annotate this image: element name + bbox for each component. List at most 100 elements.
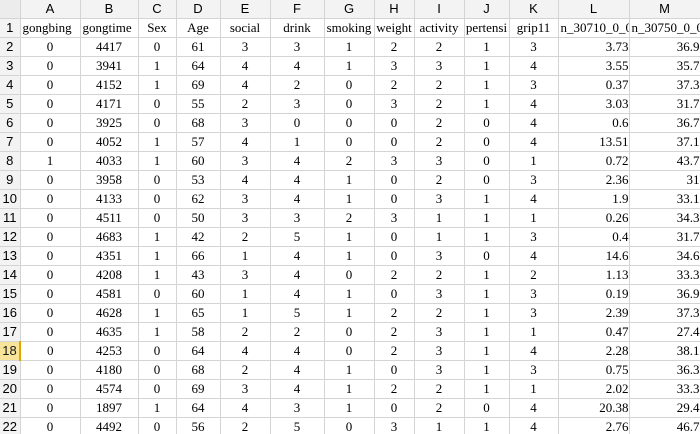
cell[interactable]: 36.9	[629, 284, 700, 304]
cell[interactable]: 1	[324, 37, 375, 57]
column-header-a[interactable]: A	[20, 0, 81, 19]
row-header[interactable]: 16	[0, 303, 21, 323]
cell[interactable]: 20.38	[558, 398, 630, 418]
row-header[interactable]: 14	[0, 265, 21, 285]
cell[interactable]: 0	[20, 360, 81, 380]
cell[interactable]: 64	[176, 56, 221, 76]
cell[interactable]: 0	[138, 170, 177, 190]
cell[interactable]: 1	[414, 208, 465, 228]
cell[interactable]: 33.1	[629, 189, 700, 209]
cell[interactable]: 0	[324, 75, 375, 95]
cell[interactable]: 1	[464, 75, 510, 95]
cell[interactable]: 31.7	[629, 94, 700, 114]
cell[interactable]: 36.9	[629, 37, 700, 57]
cell[interactable]: 4	[509, 341, 559, 361]
cell[interactable]: 1	[509, 208, 559, 228]
cell[interactable]: 14.6	[558, 246, 630, 266]
cell[interactable]: 1.13	[558, 265, 630, 285]
cell[interactable]: gongbing	[20, 18, 81, 38]
cell[interactable]: 1	[324, 170, 375, 190]
cell[interactable]: n_30750_0_0	[629, 18, 700, 38]
cell[interactable]: 42	[176, 227, 221, 247]
cell[interactable]: 0	[20, 265, 81, 285]
cell[interactable]: 4	[509, 94, 559, 114]
cell[interactable]: 1	[324, 284, 375, 304]
cell[interactable]: 3	[220, 113, 271, 133]
cell[interactable]: 2	[414, 398, 465, 418]
cell[interactable]: 3	[414, 284, 465, 304]
cell[interactable]: 0	[374, 398, 415, 418]
cell[interactable]: 0	[138, 189, 177, 209]
cell[interactable]: 2	[414, 132, 465, 152]
column-header-f[interactable]: F	[270, 0, 325, 19]
cell[interactable]: 4052	[80, 132, 139, 152]
cell[interactable]: 0	[464, 398, 510, 418]
cell[interactable]: 4	[270, 56, 325, 76]
row-header[interactable]: 17	[0, 322, 21, 342]
cell[interactable]: 46.7	[629, 417, 700, 434]
cell[interactable]: 0	[20, 322, 81, 342]
cell[interactable]: 3941	[80, 56, 139, 76]
cell[interactable]: 0	[20, 398, 81, 418]
cell[interactable]: 3	[414, 341, 465, 361]
cell[interactable]: 66	[176, 246, 221, 266]
cell[interactable]: 0	[324, 94, 375, 114]
cell[interactable]: 1	[464, 56, 510, 76]
cell[interactable]: 4	[270, 189, 325, 209]
cell[interactable]: 2	[374, 322, 415, 342]
cell[interactable]: 0	[20, 379, 81, 399]
cell[interactable]: 1	[464, 379, 510, 399]
cell[interactable]: 2	[220, 227, 271, 247]
cell[interactable]: 0.6	[558, 113, 630, 133]
cell[interactable]: 1897	[80, 398, 139, 418]
cell[interactable]: 2.02	[558, 379, 630, 399]
cell[interactable]: 0	[464, 246, 510, 266]
column-header-m[interactable]: M	[629, 0, 700, 19]
cell[interactable]: 1	[220, 303, 271, 323]
cell[interactable]: 55	[176, 94, 221, 114]
cell[interactable]: 1	[464, 341, 510, 361]
cell[interactable]: 1	[324, 246, 375, 266]
cell[interactable]: 1	[138, 75, 177, 95]
cell[interactable]: 3	[509, 75, 559, 95]
cell[interactable]: 0	[138, 94, 177, 114]
row-header[interactable]: 2	[0, 37, 21, 57]
cell[interactable]: 4	[509, 246, 559, 266]
cell[interactable]: 4492	[80, 417, 139, 434]
cell[interactable]: 31	[629, 170, 700, 190]
cell[interactable]: 2	[414, 113, 465, 133]
cell[interactable]: 2	[414, 75, 465, 95]
cell[interactable]: 0	[20, 113, 81, 133]
row-header[interactable]: 1	[0, 18, 21, 38]
row-header[interactable]: 8	[0, 151, 21, 171]
cell[interactable]: 68	[176, 360, 221, 380]
cell[interactable]: 0	[138, 417, 177, 434]
cell[interactable]: pertensi	[464, 18, 510, 38]
cell[interactable]: 1	[464, 284, 510, 304]
cell[interactable]: 1	[138, 227, 177, 247]
cell[interactable]: 0	[20, 56, 81, 76]
cell[interactable]: 3	[509, 227, 559, 247]
cell[interactable]: 2.36	[558, 170, 630, 190]
cell[interactable]: 1	[324, 189, 375, 209]
cell[interactable]: 69	[176, 75, 221, 95]
cell[interactable]: 4	[270, 379, 325, 399]
cell[interactable]: 4	[270, 265, 325, 285]
cell[interactable]: 3	[220, 37, 271, 57]
row-header[interactable]: 15	[0, 284, 21, 304]
cell[interactable]: 0	[20, 75, 81, 95]
cell[interactable]: 0.4	[558, 227, 630, 247]
cell[interactable]: 38.1	[629, 341, 700, 361]
cell[interactable]: 3	[374, 417, 415, 434]
cell[interactable]: 3	[509, 284, 559, 304]
cell[interactable]: 1	[220, 246, 271, 266]
cell[interactable]: 34.6	[629, 246, 700, 266]
cell[interactable]: 1	[464, 265, 510, 285]
cell[interactable]: 4	[509, 398, 559, 418]
cell[interactable]: 0	[374, 189, 415, 209]
column-header-e[interactable]: E	[220, 0, 271, 19]
cell[interactable]: 1	[324, 379, 375, 399]
cell[interactable]: 4	[270, 151, 325, 171]
cell[interactable]: 3	[220, 151, 271, 171]
cell[interactable]: 0	[138, 360, 177, 380]
